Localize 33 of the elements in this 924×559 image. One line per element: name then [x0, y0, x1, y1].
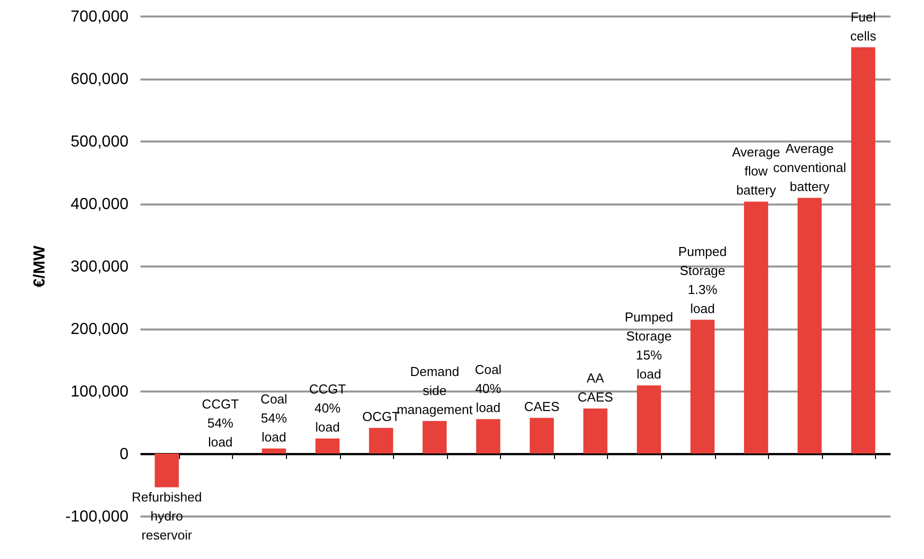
y-tick-label: 200,000: [70, 321, 129, 338]
bar: [369, 428, 394, 454]
bar: [744, 202, 768, 454]
x-tick-label: CAES: [524, 398, 560, 414]
bar: [262, 448, 286, 454]
bar: [583, 408, 608, 454]
bar: [422, 421, 447, 454]
x-tick-label: Pumped Storage 1.3% load: [678, 244, 727, 316]
x-tick-label: Coal 40% load: [474, 362, 502, 416]
x-tick-label: Pumped Storage 15% load: [624, 309, 674, 382]
y-tick-label: -100,000: [65, 508, 129, 526]
bar: [636, 385, 661, 454]
bar: [476, 419, 500, 454]
y-tick-label: 400,000: [70, 196, 129, 213]
bar: [690, 320, 715, 454]
y-axis-title: €/MW: [31, 244, 48, 288]
y-tick-label: 600,000: [70, 71, 129, 88]
bar: [798, 198, 822, 454]
y-tick-label: 700,000: [70, 8, 129, 26]
x-tick-label: Fuel cells: [850, 9, 877, 44]
x-tick-label: AA CAES: [578, 370, 614, 404]
x-tick-label: CCGT 40% load: [309, 382, 346, 434]
y-tick-label: 500,000: [70, 134, 129, 150]
x-tick-label: Refurbished hydro reservoir: [132, 489, 202, 542]
y-tick-label: 100,000: [70, 384, 129, 400]
x-tick-label: Coal 54% load: [260, 392, 288, 444]
bar: [851, 47, 876, 454]
bar: [154, 454, 179, 488]
bar: [315, 438, 340, 454]
bar: [530, 418, 554, 454]
y-tick-label: 0: [120, 446, 129, 463]
y-tick-label: 300,000: [70, 258, 129, 276]
x-tick-label: CCGT 54% load: [202, 396, 239, 450]
